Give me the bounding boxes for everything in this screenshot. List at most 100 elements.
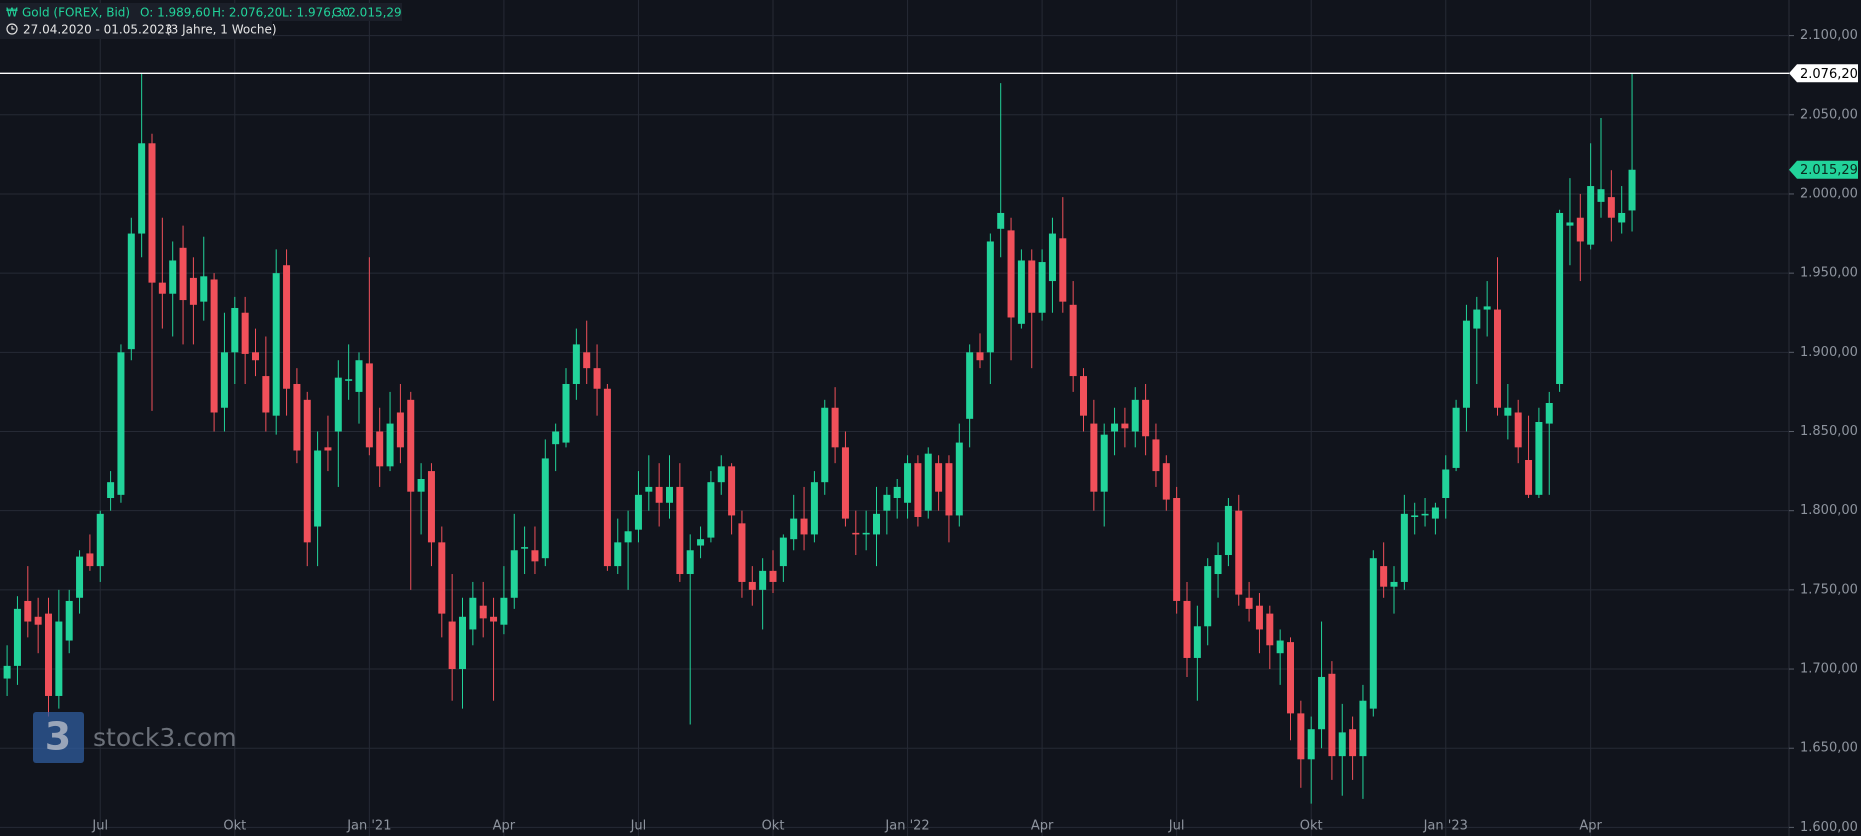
x-tick-label: Okt bbox=[1300, 819, 1323, 834]
candle-body bbox=[841, 447, 849, 519]
candle-body bbox=[562, 383, 570, 443]
x-tick-label: Jan '21 bbox=[346, 819, 391, 834]
candle-body bbox=[1607, 197, 1615, 218]
x-tick-label: Okt bbox=[762, 819, 785, 834]
candle-body bbox=[821, 407, 829, 483]
candle-body bbox=[831, 407, 839, 448]
candle-body bbox=[1080, 376, 1087, 416]
x-tick-label: Jan '22 bbox=[884, 819, 929, 834]
watermark-logo bbox=[33, 712, 84, 763]
candle-body bbox=[1525, 460, 1533, 495]
candle-body bbox=[1359, 700, 1367, 757]
candle-body bbox=[1183, 600, 1191, 658]
candle-body bbox=[1307, 729, 1315, 760]
candle-body bbox=[966, 352, 974, 419]
candle-body bbox=[34, 616, 42, 625]
candle-body bbox=[1152, 439, 1160, 472]
candle-body bbox=[376, 431, 384, 467]
watermark: 3 stock3.com bbox=[33, 712, 237, 763]
candle-body bbox=[386, 423, 394, 467]
candle-body bbox=[1390, 581, 1398, 587]
candle-body bbox=[500, 597, 508, 625]
candle-body bbox=[1131, 399, 1139, 432]
candle-body bbox=[355, 360, 363, 392]
x-tick-label: Apr bbox=[1031, 819, 1054, 834]
y-tick-label: 2.050,00 bbox=[1800, 107, 1858, 122]
candle-body bbox=[1380, 566, 1388, 587]
candle-body bbox=[676, 486, 684, 575]
candle-body bbox=[1597, 189, 1605, 202]
candle-body bbox=[1349, 729, 1357, 757]
candle-body bbox=[479, 605, 487, 619]
candle-body bbox=[686, 550, 694, 575]
candle-body bbox=[1628, 169, 1636, 211]
candle-body bbox=[997, 212, 1005, 229]
y-tick-label: 1.800,00 bbox=[1800, 503, 1858, 518]
clock-hand bbox=[11, 26, 15, 30]
header-title: Gold (FOREX, Bid) bbox=[22, 6, 130, 20]
candle-body bbox=[127, 233, 135, 350]
candle-body bbox=[1328, 673, 1336, 757]
candle-body bbox=[448, 621, 456, 670]
candle-body bbox=[1411, 515, 1419, 518]
candle-body bbox=[914, 463, 922, 518]
header-value: C: 2.015,29 bbox=[332, 6, 402, 20]
candle-body bbox=[1245, 597, 1253, 609]
candle-body bbox=[169, 260, 177, 294]
candle-body bbox=[1297, 713, 1305, 760]
y-tick-label: 2.000,00 bbox=[1800, 186, 1858, 201]
candle-body bbox=[1462, 320, 1470, 408]
candle-body bbox=[1442, 469, 1450, 499]
candle-body bbox=[945, 463, 953, 516]
candle-body bbox=[314, 450, 322, 527]
candle-body bbox=[769, 570, 777, 582]
candle-body bbox=[303, 399, 311, 543]
candle-body bbox=[1431, 507, 1439, 519]
candle-body bbox=[583, 352, 591, 369]
candle-body bbox=[1214, 555, 1222, 575]
candle-body bbox=[904, 463, 912, 503]
candle-body bbox=[1111, 423, 1119, 432]
candle-body bbox=[955, 442, 963, 516]
candle-body bbox=[1255, 605, 1263, 630]
candle-body bbox=[96, 513, 104, 567]
high-label: 2.076,20 bbox=[1800, 67, 1858, 82]
candle-body bbox=[1421, 513, 1429, 516]
candle-body bbox=[593, 368, 601, 389]
candle-body bbox=[293, 383, 301, 451]
candle-body bbox=[1142, 399, 1150, 437]
candle-body bbox=[790, 518, 798, 540]
candle-body bbox=[1266, 613, 1274, 646]
candle-body bbox=[1173, 498, 1181, 601]
y-tick-label: 1.700,00 bbox=[1800, 662, 1858, 677]
candle-body bbox=[200, 276, 208, 302]
candle-body bbox=[241, 312, 249, 354]
candle-body bbox=[231, 307, 239, 353]
high-label-box bbox=[1789, 64, 1858, 83]
candle-body bbox=[728, 466, 736, 516]
x-tick-label: Jul bbox=[91, 819, 108, 834]
candle-body bbox=[1193, 626, 1201, 658]
candle-body bbox=[459, 616, 466, 670]
y-tick-label: 1.600,00 bbox=[1800, 820, 1858, 835]
candle-body bbox=[603, 388, 611, 567]
candle-body bbox=[1162, 463, 1170, 500]
candle-body bbox=[1287, 642, 1294, 714]
subtitle: 27.04.2020 - 01.05.2023 bbox=[23, 23, 172, 37]
candle-body bbox=[976, 352, 984, 361]
candle-body bbox=[645, 486, 653, 492]
candle-body bbox=[1494, 309, 1501, 408]
candle-body bbox=[852, 532, 860, 535]
candle-body bbox=[1017, 260, 1025, 324]
candle-body bbox=[1028, 260, 1036, 313]
x-tick-label: Okt bbox=[223, 819, 246, 834]
candle-body bbox=[252, 352, 259, 361]
candle-body bbox=[1090, 423, 1098, 492]
candle-body bbox=[748, 581, 756, 590]
candle-body bbox=[365, 363, 373, 448]
candle-body bbox=[1038, 262, 1046, 313]
candle-body bbox=[1059, 238, 1067, 302]
candle-body bbox=[1587, 186, 1595, 245]
candle-body bbox=[572, 344, 580, 384]
